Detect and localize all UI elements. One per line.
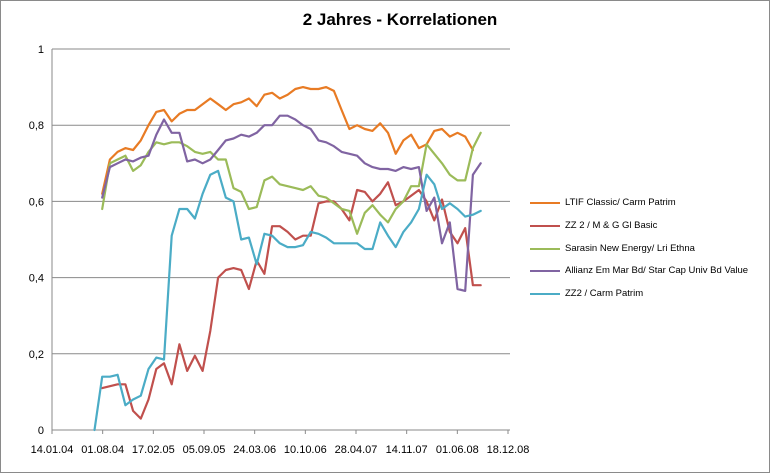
series-line-3	[101, 131, 482, 235]
series-line-2	[101, 181, 482, 420]
x-tick-label: 10.10.06	[284, 444, 327, 456]
legend-label: LTIF Classic/ Carm Patrim	[565, 197, 676, 208]
x-tick-label: 24.03.06	[233, 444, 276, 456]
legend-item: Allianz Em Mar Bd/ Star Cap Univ Bd Valu…	[530, 264, 766, 278]
y-tick-label: 1	[38, 44, 44, 56]
legend-item: LTIF Classic/ Carm Patrim	[530, 196, 766, 210]
tick-labels: 0 0,2 0,4 0,6 0,8 1 14.01.04 01.08.04 17.02.05 05…	[29, 44, 530, 456]
x-tick-label: 01.08.04	[81, 444, 124, 456]
series-line-5	[93, 169, 482, 432]
series-lines	[93, 85, 482, 432]
legend-label: ZZ 2 / M & G Gl Basic	[565, 219, 658, 231]
x-tick-label: 14.11.07	[386, 444, 428, 456]
x-tick-label: 01.06.08	[436, 444, 479, 456]
legend-swatch	[530, 247, 560, 250]
legend-label: Allianz Em Mar Bd/ Star Cap Univ Bd Valu…	[565, 265, 749, 277]
y-tick-label: 0,2	[29, 349, 44, 361]
series-line-4	[101, 114, 482, 292]
legend-label: ZZ2 / Carm Patrim	[565, 288, 644, 300]
x-tick-label: 18.12.08	[487, 444, 530, 456]
legend-item: ZZ 2 / M & G Gl Basic	[530, 219, 766, 233]
legend-swatch	[530, 270, 560, 273]
chart-title: 2 Jahres - Korrelationen	[302, 10, 498, 29]
y-tick-label: 0,4	[29, 273, 44, 285]
y-tick-label: 0,6	[29, 196, 44, 208]
legend-swatch	[530, 293, 560, 296]
gridlines	[52, 48, 510, 355]
legend-swatch	[530, 202, 560, 204]
legend-swatch	[530, 224, 560, 227]
legend: LTIF Classic/ Carm Patrim ZZ 2 / M & G Gl…	[530, 196, 766, 310]
x-tick-label: 17.02.05	[132, 444, 175, 456]
y-tick-label: 0	[38, 425, 44, 437]
x-tick-label: 28.04.07	[335, 444, 378, 456]
axes	[51, 49, 510, 434]
x-tick-label: 14.01.04	[31, 444, 74, 456]
x-tick-label: 05.09.05	[183, 444, 226, 456]
y-tick-label: 0,8	[29, 120, 44, 132]
series-line-1	[101, 85, 474, 195]
legend-item: Sarasin New Energy/ Lri Ethna	[530, 242, 766, 256]
legend-item: ZZ2 / Carm Patrim	[530, 287, 766, 301]
legend-label: Sarasin New Energy/ Lri Ethna	[565, 242, 695, 254]
